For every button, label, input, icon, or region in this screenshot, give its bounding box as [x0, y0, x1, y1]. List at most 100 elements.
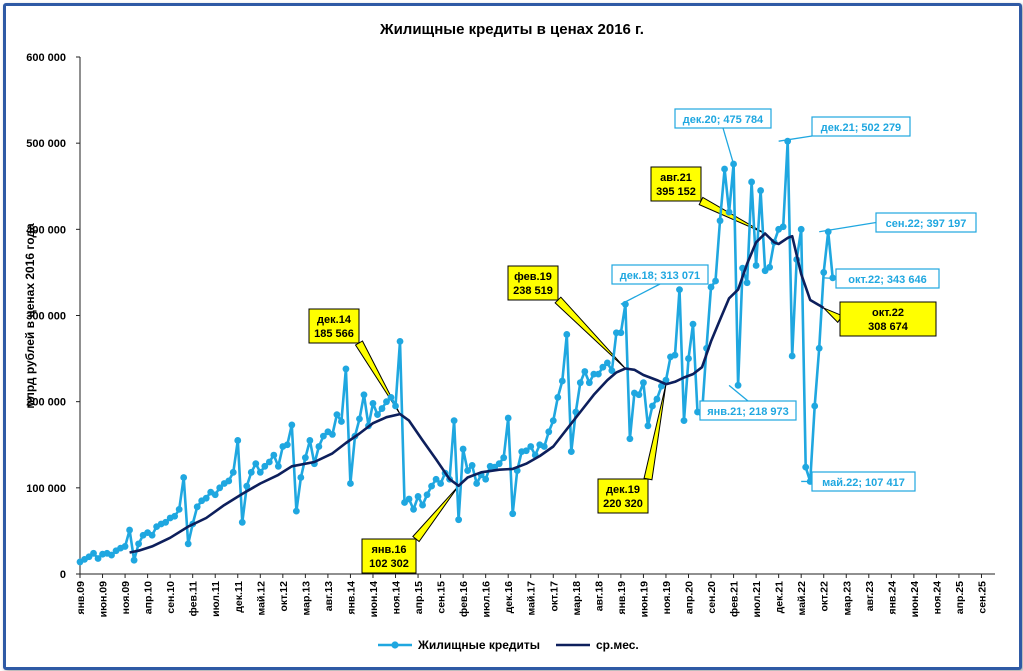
- data-point: [504, 414, 512, 422]
- data-point: [238, 518, 246, 526]
- data-point: [707, 283, 715, 291]
- callout-box: [361, 538, 417, 574]
- data-point: [392, 402, 399, 410]
- callout-date: фев.19: [514, 271, 552, 283]
- data-point: [396, 337, 404, 345]
- legend-marker: [391, 641, 399, 649]
- callout-box: [835, 268, 940, 289]
- data-point: [432, 475, 440, 483]
- x-tick-label: июл.21: [751, 581, 763, 618]
- data-point: [333, 411, 341, 418]
- data-point: [820, 269, 828, 276]
- data-point: [356, 415, 363, 423]
- data-point: [626, 435, 634, 443]
- x-tick-label: май.17: [526, 581, 538, 616]
- data-point: [216, 484, 224, 492]
- x-tick-label: июл.16: [481, 581, 493, 618]
- data-point: [410, 505, 417, 513]
- data-point: [797, 225, 805, 233]
- callout-label: окт.22; 343 646: [848, 274, 926, 286]
- data-point: [369, 399, 377, 407]
- data-point: [360, 391, 368, 399]
- data-point: [283, 441, 291, 449]
- data-point: [306, 437, 314, 444]
- data-point: [329, 431, 336, 438]
- data-point: [108, 551, 115, 559]
- data-point: [405, 495, 413, 503]
- x-tick-label: янв.24: [886, 581, 898, 615]
- x-tick-label: сен.25: [976, 581, 988, 614]
- data-point: [621, 300, 629, 308]
- data-point: [689, 320, 697, 328]
- data-point: [509, 510, 517, 518]
- data-point: [252, 460, 260, 468]
- data-point: [414, 493, 422, 500]
- data-point: [640, 379, 647, 387]
- data-point: [829, 274, 837, 282]
- callout-leader: [728, 384, 749, 402]
- data-point: [229, 468, 237, 476]
- data-point: [563, 331, 571, 338]
- data-point: [428, 482, 435, 490]
- x-tick-label: июн.24: [909, 581, 921, 618]
- callout-box: [699, 400, 797, 421]
- data-point: [644, 422, 652, 430]
- callout-label: дек.21; 502 279: [821, 122, 901, 134]
- x-tick-label: июн.09: [98, 581, 110, 618]
- data-point: [766, 263, 774, 271]
- data-point: [319, 432, 327, 440]
- series-monthly-average: [129, 232, 825, 554]
- y-axis: 0 100 000 200 000 300 000 400 000 500 000 600 …: [26, 52, 81, 581]
- data-point: [162, 518, 170, 526]
- data-point: [265, 458, 273, 466]
- series-housing-loans-line: [79, 139, 834, 564]
- legend-label: ср.мес.: [596, 638, 639, 652]
- callout-value: 238 519: [513, 285, 553, 297]
- callout-box: [811, 116, 911, 137]
- callout-date: дек.19: [606, 484, 640, 496]
- callout-box: [650, 166, 702, 202]
- data-point: [261, 462, 269, 470]
- x-tick-label: окт.12: [278, 581, 290, 612]
- data-point: [301, 454, 309, 462]
- data-point: [549, 417, 557, 425]
- x-tick-label: фев.21: [729, 581, 741, 617]
- callout-box: [308, 308, 360, 344]
- y-tick-label: 300 000: [26, 311, 66, 323]
- data-point: [671, 351, 679, 359]
- data-point: [211, 491, 219, 499]
- data-point: [748, 178, 756, 186]
- data-point: [725, 208, 733, 216]
- x-tick-label: ноя.19: [661, 581, 673, 615]
- callout-value: 220 320: [603, 498, 643, 510]
- data-point: [256, 468, 264, 476]
- y-tick-label: 200 000: [26, 397, 66, 409]
- callout-value: 102 302: [369, 558, 409, 570]
- data-point: [378, 405, 386, 412]
- data-point: [126, 526, 133, 534]
- data-point: [649, 402, 656, 410]
- data-point: [662, 376, 670, 384]
- data-point: [576, 379, 584, 387]
- callout-value: 308 674: [868, 321, 909, 333]
- data-point: [292, 507, 300, 515]
- data-point: [274, 462, 282, 470]
- data-point: [121, 543, 129, 550]
- x-tick-label: фев.16: [458, 581, 470, 617]
- callout-box: [811, 471, 916, 492]
- data-point: [450, 417, 458, 425]
- data-point: [338, 418, 345, 425]
- y-tick-label: 100 000: [26, 483, 66, 495]
- data-point: [180, 474, 188, 481]
- data-point: [419, 501, 426, 509]
- callout-leader: [620, 283, 661, 305]
- data-point: [540, 443, 548, 450]
- data-point: [811, 402, 819, 410]
- data-point: [171, 512, 179, 520]
- data-point: [288, 421, 296, 429]
- x-tick-label: ноя.14: [391, 581, 403, 615]
- callout-date: окт.22: [872, 307, 904, 319]
- y-tick-label: 0: [60, 569, 66, 581]
- x-axis: янв.09 июн.09 ноя.09 апр.10 сен.10 фев.11 июл.…: [75, 573, 995, 618]
